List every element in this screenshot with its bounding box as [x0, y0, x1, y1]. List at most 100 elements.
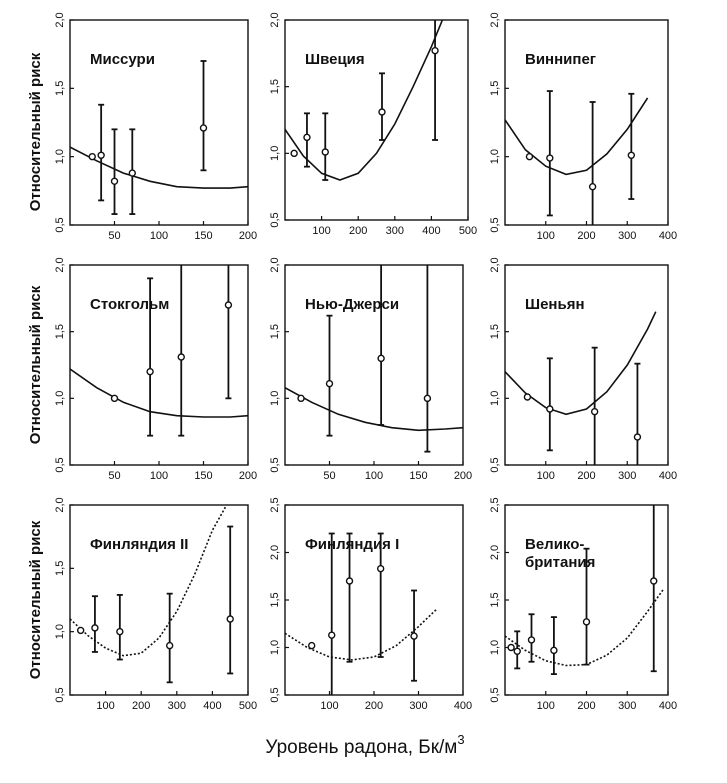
- y-tick-label: 0,5: [54, 217, 66, 232]
- y-tick-label: 0,5: [489, 217, 501, 232]
- chart-panel-2: Швеция 0,5 1,0 1,5 2,0 100 200 300 400 500: [269, 12, 477, 237]
- panel-title: Швеция: [305, 51, 365, 68]
- plot-frame: [284, 504, 464, 696]
- y-tick-label: 1,0: [54, 624, 66, 639]
- data-point: [590, 407, 599, 416]
- plot-frame: [69, 504, 249, 696]
- x-tick-label: 200: [577, 700, 595, 712]
- y-tick-label: 0,5: [489, 457, 501, 472]
- x-tick-label: 400: [659, 700, 677, 712]
- panel-title: Финляндия I: [305, 536, 399, 553]
- x-axis-label: Уровень радона, Бк/м3: [265, 732, 464, 758]
- chart-panel-9: Велико-британия 0,5 1,0 1,5 2,0 2,5 100 200 300 4…: [489, 497, 677, 712]
- x-tick-label: 50: [108, 470, 120, 482]
- x-tick-label: 400: [659, 230, 677, 242]
- x-axis-label-superscript: 3: [457, 732, 464, 747]
- data-point: [226, 615, 234, 623]
- data-point: [627, 151, 636, 160]
- y-tick-label: 2,0: [54, 12, 66, 27]
- y-tick-label: 1,0: [489, 149, 501, 164]
- x-tick-label: 400: [454, 700, 472, 712]
- data-point: [224, 301, 233, 309]
- y-tick-label: 2,0: [269, 257, 281, 272]
- y-tick-label: 0,5: [269, 687, 281, 702]
- x-tick-label: 100: [365, 470, 383, 482]
- y-axis-label-row-2: Относительный риск: [27, 285, 44, 444]
- data-point: [91, 624, 99, 632]
- y-tick-label: 1,5: [269, 324, 281, 339]
- panel-title: Велико-: [525, 536, 584, 553]
- fitted-curve: [285, 20, 444, 181]
- x-tick-label: 200: [577, 230, 595, 242]
- data-point: [431, 46, 439, 55]
- y-tick-label: 1,5: [54, 81, 66, 96]
- x-tick-label: 300: [386, 225, 404, 237]
- x-tick-label: 300: [168, 700, 186, 712]
- x-tick-label: 100: [150, 230, 168, 242]
- x-tick-label: 100: [320, 700, 338, 712]
- data-point: [546, 154, 554, 162]
- data-point: [97, 151, 105, 160]
- x-tick-label: 300: [409, 700, 427, 712]
- data-point: [328, 631, 336, 639]
- y-tick-label: 2,0: [54, 257, 66, 272]
- y-tick-label: 2,5: [269, 497, 281, 512]
- panel-title: Шеньян: [525, 296, 585, 313]
- plot-frame: [69, 264, 249, 466]
- y-tick-label: 1,0: [269, 640, 281, 655]
- x-tick-label: 200: [239, 230, 257, 242]
- y-tick-label: 1,0: [54, 391, 66, 406]
- panel-title: британия: [525, 554, 595, 571]
- data-point: [523, 393, 532, 401]
- data-point: [308, 641, 316, 650]
- data-point: [546, 405, 554, 413]
- data-point: [513, 647, 521, 655]
- panel-title: Виннипег: [525, 51, 596, 68]
- chart-panels: Миссури 0,5 1,0 1,5 2,0 50 100 150 200 Швеция 0,5 1…: [54, 12, 677, 712]
- chart-panel-3: Виннипег 0,5 1,0 1,5 2,0 100 200 300 400: [489, 12, 677, 242]
- x-axis-label-text: Уровень радона, Бк/м: [265, 737, 457, 758]
- y-tick-label: 1,5: [54, 561, 66, 576]
- y-tick-label: 1,0: [54, 149, 66, 164]
- chart-panel-6: Шеньян 0,5 1,0 1,5 2,0 100 200 300 400: [489, 257, 677, 482]
- chart-panel-4: Стокгольм 0,5 1,0 1,5 2,0 50 100 150 200: [54, 257, 257, 482]
- y-tick-label: 0,5: [489, 687, 501, 702]
- data-point: [146, 367, 154, 376]
- y-axis-label-row-3: Относительный риск: [27, 520, 44, 679]
- y-tick-label: 0,5: [269, 457, 281, 472]
- fitted-curve: [505, 311, 657, 416]
- x-tick-label: 150: [409, 470, 427, 482]
- y-tick-label: 1,0: [269, 391, 281, 406]
- x-tick-label: 300: [618, 230, 636, 242]
- x-tick-label: 200: [577, 470, 595, 482]
- y-axis-label-row-1: Относительный риск: [27, 52, 44, 211]
- data-point: [290, 149, 298, 158]
- data-point: [550, 646, 558, 655]
- plot-frame: [284, 264, 464, 466]
- data-point: [588, 183, 597, 191]
- plot-frame: [284, 19, 469, 221]
- x-tick-label: 100: [150, 470, 168, 482]
- x-tick-label: 200: [365, 700, 383, 712]
- y-tick-label: 0,5: [269, 212, 281, 227]
- data-point: [321, 148, 329, 156]
- y-tick-label: 2,0: [54, 497, 66, 512]
- plot-frame: [69, 19, 249, 226]
- data-point: [582, 618, 591, 626]
- y-tick-label: 1,5: [269, 79, 281, 94]
- x-tick-label: 300: [618, 470, 636, 482]
- y-tick-label: 2,0: [269, 545, 281, 560]
- data-point: [128, 169, 137, 177]
- x-tick-label: 100: [537, 470, 555, 482]
- plot-frame: [504, 264, 669, 466]
- y-tick-label: 2,5: [489, 497, 501, 512]
- y-tick-label: 2,0: [489, 12, 501, 27]
- panel-title: Финляндия II: [90, 536, 188, 553]
- x-tick-label: 100: [312, 225, 330, 237]
- panel-title: Стокгольм: [90, 296, 169, 313]
- data-point: [76, 626, 85, 635]
- x-tick-label: 200: [239, 470, 257, 482]
- y-tick-label: 1,5: [489, 592, 501, 607]
- x-tick-label: 50: [108, 230, 120, 242]
- data-point: [633, 433, 642, 441]
